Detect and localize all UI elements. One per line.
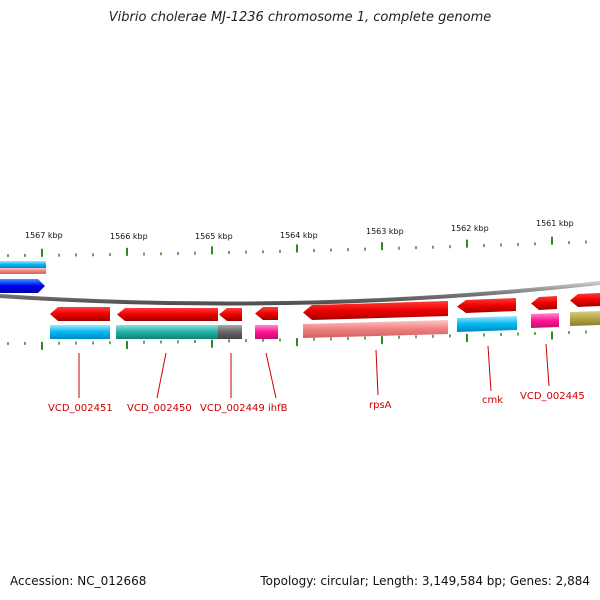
gene-label-vcd-002451: VCD_002451 xyxy=(48,403,113,414)
gene-arrow-vcd-002451 xyxy=(50,307,110,321)
map-title: Vibrio cholerae MJ-1236 chromosome 1, co… xyxy=(108,10,492,25)
gene-arrow-cmk xyxy=(457,298,516,313)
gene-bar-sky xyxy=(0,261,46,268)
gene-labels: VCD_002451 VCD_002450 VCD_002449 ihfB rp… xyxy=(48,391,585,414)
cog-bar-edge xyxy=(570,311,600,326)
gene-label-cmk: cmk xyxy=(482,395,503,406)
cog-bar-vcd-002445 xyxy=(531,313,559,328)
gene-label-rpsa: rpsA xyxy=(369,400,392,411)
gene-arrow-vcd-002450 xyxy=(117,308,218,321)
gene-label-vcd-002449: VCD_002449 xyxy=(200,403,265,414)
gene-arrow-rpsa xyxy=(303,301,448,320)
scale-labels: 1567 kbp 1566 kbp 1565 kbp 1564 kbp 1563… xyxy=(25,219,574,241)
cog-bar-rpsa xyxy=(303,320,448,338)
scale-label: 1566 kbp xyxy=(110,232,148,241)
cog-bar-vcd-002451 xyxy=(50,325,110,339)
gene-arrow-vcd-002449 xyxy=(219,308,242,321)
cog-bar-vcd-002449 xyxy=(218,325,242,339)
scale-ticks-lower xyxy=(7,330,587,350)
gene-bar-salmon xyxy=(0,268,46,274)
accession-text: Accession: NC_012668 xyxy=(10,574,147,588)
scale-label: 1565 kbp xyxy=(195,232,233,241)
scale-label: 1562 kbp xyxy=(451,224,489,233)
gene-arrow-blue xyxy=(0,279,45,293)
scale-label: 1561 kbp xyxy=(536,219,574,228)
scale-label: 1567 kbp xyxy=(25,231,63,240)
gene-label-vcd-002445: VCD_002445 xyxy=(520,391,585,402)
cog-bar-vcd-002450 xyxy=(116,325,218,339)
edge-features xyxy=(0,261,46,293)
gene-arrow-ihfb xyxy=(255,307,278,320)
cog-bar-cmk xyxy=(457,316,517,332)
gene-label-vcd-002450: VCD_002450 xyxy=(127,403,192,414)
label-leaders xyxy=(78,343,550,399)
cog-bar-ihfb xyxy=(255,325,278,339)
cog-bars xyxy=(50,311,600,339)
gene-arrow-vcd-002445 xyxy=(531,296,557,310)
scale-ticks-upper xyxy=(7,236,587,257)
chromosome-backbone xyxy=(0,281,600,306)
scale-label: 1564 kbp xyxy=(280,231,318,240)
gene-arrows xyxy=(50,293,600,321)
scale-label: 1563 kbp xyxy=(366,227,404,236)
genome-summary-text: Topology: circular; Length: 3,149,584 bp… xyxy=(260,574,590,588)
gene-label-ihfb: ihfB xyxy=(268,403,288,414)
gene-arrow-edge xyxy=(570,293,600,307)
